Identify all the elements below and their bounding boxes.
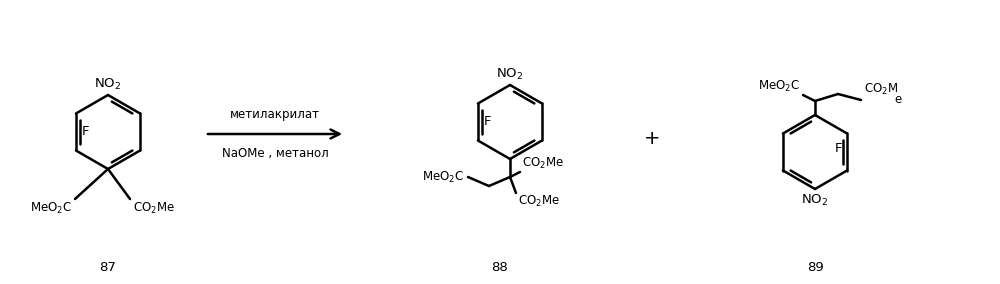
Text: F: F xyxy=(835,143,842,156)
Text: +: + xyxy=(644,130,660,149)
Text: CO$_2$Me: CO$_2$Me xyxy=(133,201,175,216)
Text: F: F xyxy=(82,126,89,139)
Text: e: e xyxy=(894,93,901,106)
Text: NaOMe , метанол: NaOMe , метанол xyxy=(222,147,328,160)
Text: NO$_2$: NO$_2$ xyxy=(801,193,829,208)
Text: MeO$_2$C: MeO$_2$C xyxy=(422,170,464,185)
Text: CO$_2$Me: CO$_2$Me xyxy=(522,156,564,171)
Text: CO$_2$M: CO$_2$M xyxy=(864,82,898,97)
Text: NO$_2$: NO$_2$ xyxy=(94,77,122,92)
Text: 89: 89 xyxy=(807,261,823,274)
Text: 88: 88 xyxy=(492,261,508,274)
Text: MeO$_2$C: MeO$_2$C xyxy=(30,201,72,216)
Text: CO$_2$Me: CO$_2$Me xyxy=(518,194,560,209)
Text: 87: 87 xyxy=(100,261,116,274)
Text: MeO$_2$C: MeO$_2$C xyxy=(758,79,800,94)
Text: метилакрилат: метилакрилат xyxy=(230,108,320,121)
Text: NO$_2$: NO$_2$ xyxy=(496,67,524,82)
Text: F: F xyxy=(484,116,491,128)
